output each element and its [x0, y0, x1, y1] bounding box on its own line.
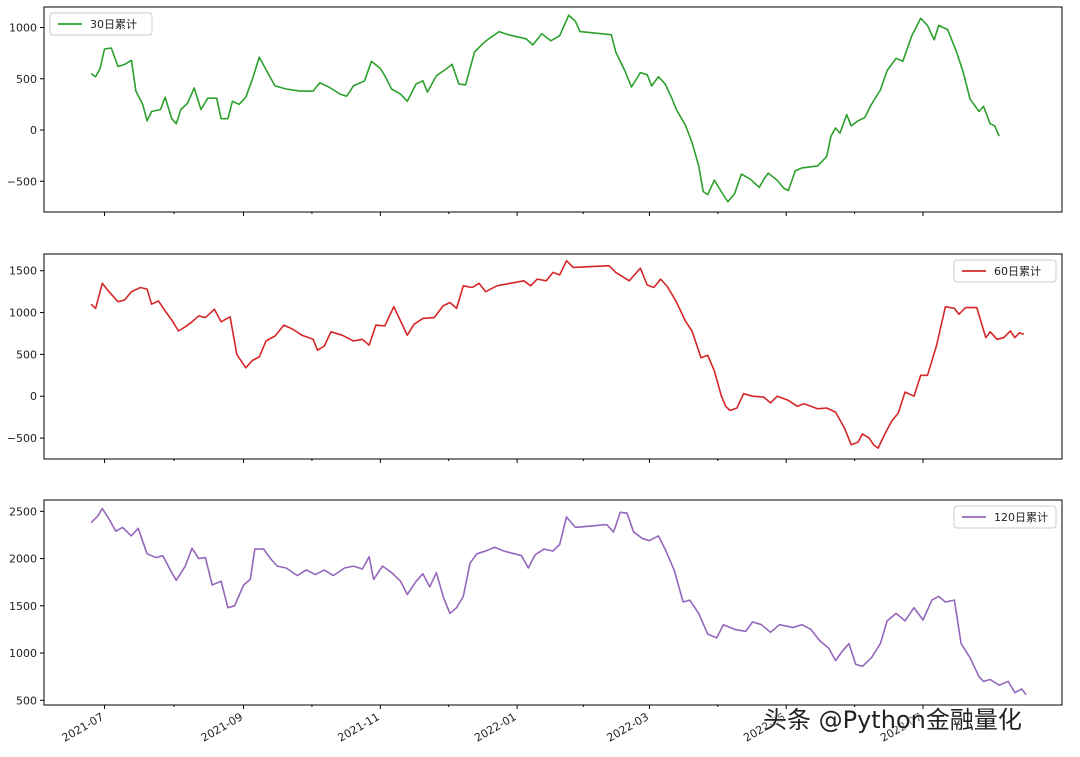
legend-2: 60日累计	[953, 259, 1057, 283]
x-tick-label: 2021-09	[199, 710, 245, 744]
subplot-1: −500 0 500 1000 30日累计	[7, 6, 1063, 216]
legend-1: 30日累计	[49, 12, 153, 36]
series-line-1-1	[90, 14, 1000, 203]
legend-label: 30日累计	[90, 18, 137, 31]
legend-3: 120日累计	[953, 505, 1057, 529]
axes-frame-3	[43, 499, 1063, 706]
y-tick-label: 500	[16, 348, 37, 361]
subplot-3: 500 1000 1500 2000 2500 120日累计	[9, 499, 1063, 709]
legend-box	[49, 12, 153, 36]
subplot-2: −500 0 500 1000 1500 60日累计	[7, 253, 1063, 463]
y-tick-label: 2500	[9, 505, 37, 518]
legend-label: 60日累计	[994, 265, 1041, 278]
y-tick-label: 0	[30, 390, 37, 403]
series-line-2-1	[90, 259, 1025, 449]
y-tick-label: 1000	[9, 647, 37, 660]
x-tick-label: 2022-01	[472, 710, 518, 744]
y-tick-label: 500	[16, 694, 37, 707]
x-tick-label: 2021-07	[60, 710, 106, 744]
y-tick-label: 500	[16, 73, 37, 86]
series-line-3-1	[90, 507, 1027, 696]
y-tick-label: 1500	[9, 265, 37, 278]
y-tick-label: 1000	[9, 307, 37, 320]
y-tick-label: 2000	[9, 553, 37, 566]
y-tick-label: −500	[7, 175, 37, 188]
y-tick-label: 1500	[9, 600, 37, 613]
x-tick-label: 2021-11	[336, 710, 382, 744]
legend-label: 120日累计	[994, 511, 1048, 524]
legend-box	[953, 259, 1057, 283]
y-tick-label: −500	[7, 432, 37, 445]
axes-frame-1	[43, 6, 1063, 213]
watermark-text: 头条 @Python金融量化	[763, 706, 1022, 734]
axes-frame-2	[43, 253, 1063, 460]
y-tick-label: 0	[30, 124, 37, 137]
legend-box	[953, 505, 1057, 529]
x-tick-label: 2022-03	[605, 710, 651, 744]
y-tick-label: 1000	[9, 22, 37, 35]
